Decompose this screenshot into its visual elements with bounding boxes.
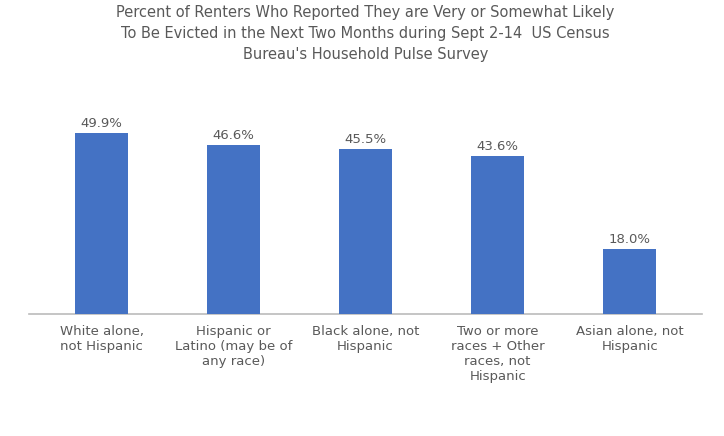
Bar bbox=[75, 133, 128, 314]
Text: 43.6%: 43.6% bbox=[476, 140, 518, 153]
Title: Percent of Renters Who Reported They are Very or Somewhat Likely
To Be Evicted i: Percent of Renters Who Reported They are… bbox=[117, 5, 615, 62]
Text: 45.5%: 45.5% bbox=[345, 133, 387, 146]
Bar bbox=[471, 156, 524, 314]
Text: 46.6%: 46.6% bbox=[213, 129, 255, 142]
Bar bbox=[340, 149, 392, 314]
Text: 18.0%: 18.0% bbox=[609, 233, 651, 246]
Bar bbox=[603, 249, 656, 314]
Bar bbox=[207, 145, 260, 314]
Text: 49.9%: 49.9% bbox=[80, 117, 122, 130]
